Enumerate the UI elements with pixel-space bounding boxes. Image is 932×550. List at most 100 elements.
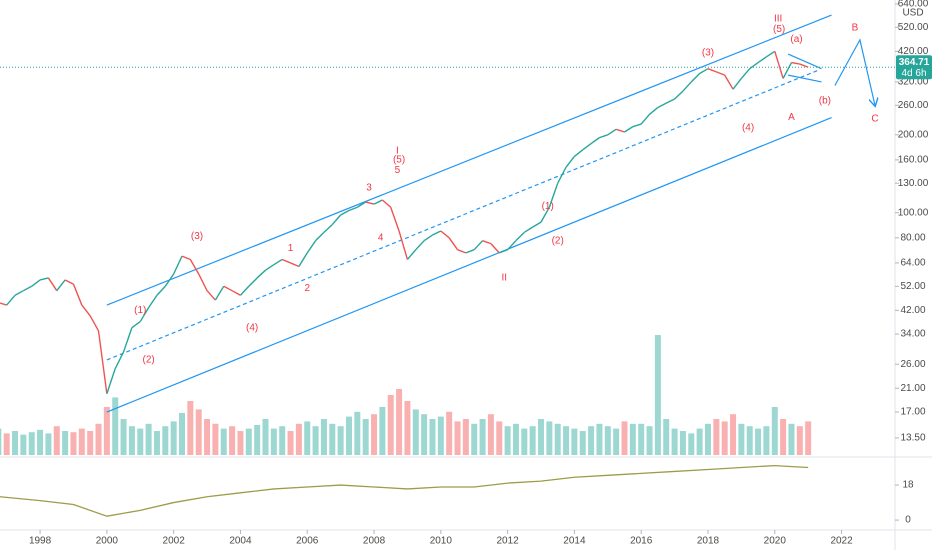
volume-bar (646, 426, 653, 455)
volume-bar (95, 423, 102, 455)
price-segment (540, 206, 550, 223)
price-segment (6, 294, 16, 306)
volume-bar (362, 419, 369, 455)
volume-bar (12, 431, 19, 455)
volume-bar (262, 419, 269, 455)
wave-label: I (396, 146, 399, 157)
price-segment (657, 102, 667, 109)
volume-bar (62, 431, 69, 455)
volume-bar (554, 423, 561, 455)
price-segment (398, 230, 409, 260)
volume-bar (112, 397, 119, 455)
volume-bar (796, 426, 803, 455)
volume-bar (704, 423, 711, 455)
volume-bar (696, 428, 703, 455)
volume-bar (320, 419, 327, 455)
price-segment (473, 240, 484, 251)
price-segment (482, 240, 492, 245)
y-tick-label: 160.00 (898, 155, 929, 166)
volume-bar (746, 426, 753, 455)
price-segment (799, 63, 809, 68)
volume-bar (153, 431, 160, 455)
price-segment (323, 224, 333, 233)
price-segment (39, 277, 49, 281)
wave-label: (4) (246, 322, 258, 333)
y-tick-label: 320.00 (898, 77, 929, 88)
wave-label: (2) (552, 235, 564, 246)
y-tick-label: 21.00 (900, 383, 925, 394)
volume-bar (379, 407, 386, 455)
price-segment (281, 258, 291, 264)
volume-bar (20, 434, 27, 455)
y-tick-label: 100.00 (898, 207, 929, 218)
price-segment (499, 249, 508, 254)
volume-bar (396, 389, 403, 455)
price-segment (231, 290, 241, 296)
wave-label: (1) (134, 305, 146, 316)
trendline (787, 53, 822, 70)
price-segment (331, 214, 342, 226)
volume-bar (512, 423, 519, 455)
volume-bar (53, 426, 60, 455)
price-segment (632, 123, 642, 128)
volume-bar (688, 433, 695, 455)
price-segment (148, 294, 158, 309)
price-segment (181, 255, 191, 261)
volume-bar (312, 426, 319, 455)
wave-label: (5) (393, 155, 405, 166)
x-tick-label: 2012 (496, 536, 519, 547)
price-segment (122, 327, 133, 353)
price-segment (0, 302, 7, 306)
wave-label: III (774, 14, 782, 25)
y-tick-label: 260.00 (898, 100, 929, 111)
volume-bar (3, 433, 10, 455)
volume-bar (663, 419, 670, 455)
price-segment (507, 240, 517, 251)
wave-label: II (501, 273, 507, 284)
wave-label: C (871, 114, 878, 125)
volume-bar (571, 428, 578, 455)
price-segment (265, 264, 275, 271)
volume-bar (604, 426, 611, 455)
volume-bar (613, 428, 620, 455)
volume-bar (654, 335, 661, 455)
volume-bar (371, 414, 378, 455)
price-segment (548, 182, 559, 208)
price-segment (248, 277, 258, 287)
price-segment (81, 304, 91, 317)
volume-bar (721, 421, 728, 455)
price-segment (582, 142, 592, 151)
price-segment (106, 368, 116, 394)
price-segment (114, 351, 125, 369)
price-segment (490, 243, 500, 254)
price-segment (206, 290, 216, 301)
volume-bar (421, 414, 428, 455)
price-segment (373, 199, 383, 205)
price-segment (732, 78, 742, 90)
volume-bar (287, 431, 294, 455)
trendline (106, 14, 832, 306)
volume-bar (487, 414, 494, 455)
x-tick-label: 2006 (296, 536, 319, 547)
volume-bar (329, 423, 336, 455)
wave-label: 4 (378, 232, 384, 243)
wave-label: (3) (191, 231, 203, 242)
price-segment (198, 273, 208, 292)
volume-bar (304, 421, 311, 455)
price-segment (557, 166, 567, 184)
volume-bar (471, 423, 478, 455)
volume-bar (0, 428, 2, 455)
wave-label: B (852, 22, 859, 33)
price-segment (340, 209, 350, 216)
x-tick-label: 2000 (96, 536, 119, 547)
price-segment (665, 98, 675, 104)
price-segment (423, 234, 433, 242)
price-segment (156, 285, 166, 296)
volume-bar (354, 411, 361, 455)
x-tick-label: 2010 (430, 536, 453, 547)
price-segment (607, 128, 617, 136)
wave-label: (4) (742, 122, 754, 133)
volume-bar (738, 423, 745, 455)
volume-bar (563, 426, 570, 455)
volume-bar (245, 428, 252, 455)
